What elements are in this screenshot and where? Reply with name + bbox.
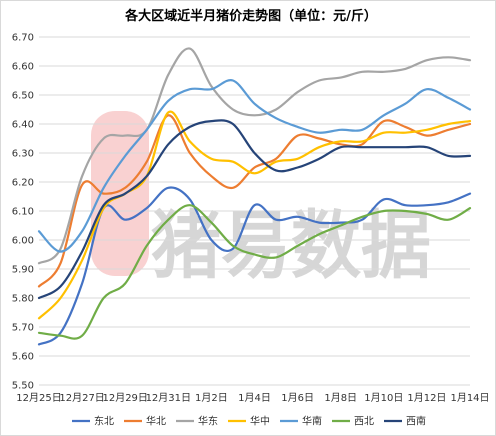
y-tick-label: 6.00 [12, 236, 34, 247]
watermark-logo [91, 111, 149, 276]
x-tick-label: 12月29日 [102, 392, 147, 404]
y-tick-label: 5.90 [12, 265, 34, 276]
legend: 东北 华北 华东 华中 华南 西北 西南 [72, 415, 426, 428]
legend-label: 西北 [354, 416, 374, 428]
series-line-4 [37, 79, 472, 253]
y-tick-label: 5.70 [12, 323, 34, 334]
legend-label: 西南 [406, 415, 426, 428]
series-lines [37, 47, 472, 346]
watermark-text: 猪易数据 [151, 203, 431, 289]
x-tick-label: 12月31日 [146, 392, 191, 404]
series-line-2 [37, 47, 472, 265]
legend-label: 华南 [302, 415, 322, 428]
y-tick-label: 6.10 [12, 207, 34, 218]
y-axis-ticks: 5.50 5.60 5.70 5.80 5.90 6.00 6.10 6.20 6.30 6.40… [12, 33, 34, 392]
y-tick-label: 6.50 [12, 91, 34, 102]
x-tick-label: 12月27日 [59, 392, 104, 404]
series-line-3 [37, 110, 472, 320]
chart-title: 各大区域近半月猪价走势图（单位：元/斤） [124, 8, 377, 24]
y-tick-label: 5.60 [12, 352, 34, 363]
series-line-6 [37, 119, 472, 300]
y-tick-label: 6.60 [12, 62, 34, 73]
y-tick-label: 6.30 [12, 149, 34, 160]
series-line-5 [37, 204, 472, 340]
legend-label: 华中 [250, 415, 270, 428]
x-tick-label: 1月10日 [364, 392, 403, 404]
y-tick-label: 5.80 [12, 294, 34, 305]
legend-label: 东北 [94, 415, 114, 428]
x-tick-label: 1月14日 [450, 392, 489, 404]
x-tick-label: 12月25日 [16, 392, 61, 404]
y-tick-label: 6.70 [12, 33, 34, 44]
legend-label: 华东 [198, 415, 218, 428]
x-tick-label: 1月12日 [407, 392, 446, 404]
y-tick-label: 6.40 [12, 120, 34, 131]
x-tick-label: 1月2日 [195, 392, 228, 404]
series-line-1 [37, 114, 472, 288]
series-line-0 [37, 186, 472, 346]
x-tick-label: 1月8日 [324, 392, 357, 404]
x-tick-label: 1月6日 [281, 392, 314, 404]
x-tick-label: 1月4日 [238, 392, 271, 404]
y-tick-label: 5.50 [12, 381, 34, 392]
watermark: 猪易数据 [91, 111, 431, 289]
y-tick-label: 6.20 [12, 178, 34, 189]
legend-label: 华北 [146, 415, 166, 428]
